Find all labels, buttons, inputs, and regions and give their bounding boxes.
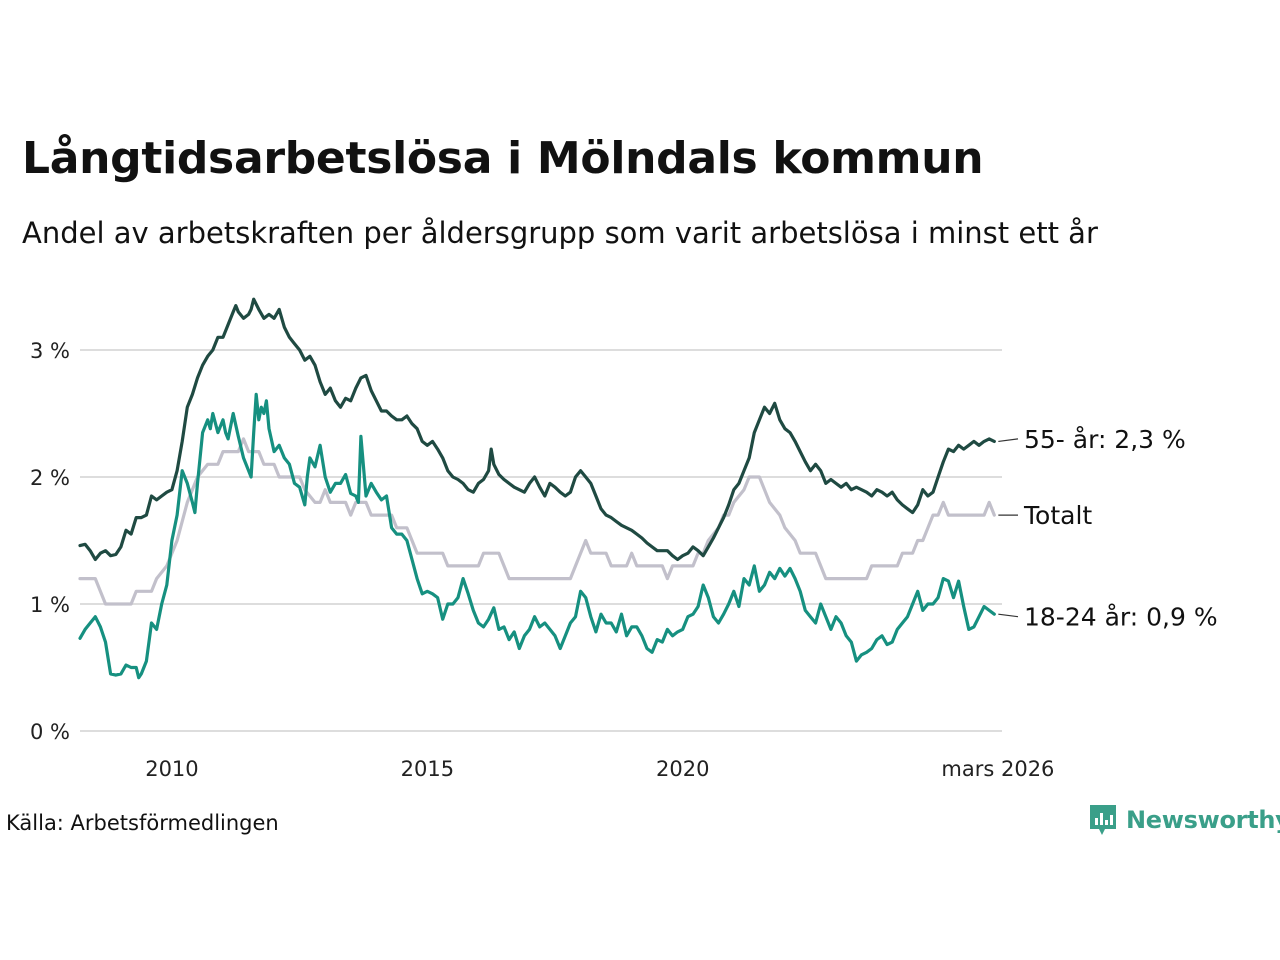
y-tick-label: 1 % xyxy=(30,593,70,617)
label-connector-older xyxy=(998,438,1019,443)
x-tick-label: 2015 xyxy=(401,757,454,781)
series-line-older xyxy=(78,297,996,562)
chart-title: Långtidsarbetslösa i Mölndals kommun xyxy=(22,133,984,184)
x-tick-label: 2020 xyxy=(656,757,709,781)
y-tick-label: 0 % xyxy=(30,720,70,744)
newsworthy-logo-icon xyxy=(1090,805,1116,835)
newsworthy-logo-text: Newsworthy xyxy=(1126,806,1280,834)
source-note: Källa: Arbetsförmedlingen xyxy=(6,811,279,835)
series-lines xyxy=(78,297,996,680)
series-end-labels: Totalt 18-24 år: 0,9 % 55- år: 2,3 % xyxy=(998,425,1218,632)
y-tick-label: 2 % xyxy=(30,466,70,490)
x-tick-label: 2010 xyxy=(145,757,198,781)
chart-subtitle: Andel av arbetskraften per åldersgrupp s… xyxy=(22,216,1098,250)
y-tick-label: 3 % xyxy=(30,339,70,363)
gridlines xyxy=(80,349,1002,732)
series-line-total xyxy=(78,437,996,606)
series-line-young xyxy=(78,392,996,680)
series-end-label-older: 55- år: 2,3 % xyxy=(1024,425,1186,454)
y-axis-ticks: 0 % 1 % 2 % 3 % xyxy=(30,339,70,744)
series-end-label-young: 18-24 år: 0,9 % xyxy=(1024,603,1218,632)
x-axis-ticks: 2010 2015 2020 mars 2026 xyxy=(145,757,1054,781)
series-end-label-total: Totalt xyxy=(1023,501,1092,530)
label-connector-young xyxy=(998,613,1019,618)
x-tick-label: mars 2026 xyxy=(941,757,1054,781)
newsworthy-logo[interactable]: Newsworthy xyxy=(1088,803,1280,837)
